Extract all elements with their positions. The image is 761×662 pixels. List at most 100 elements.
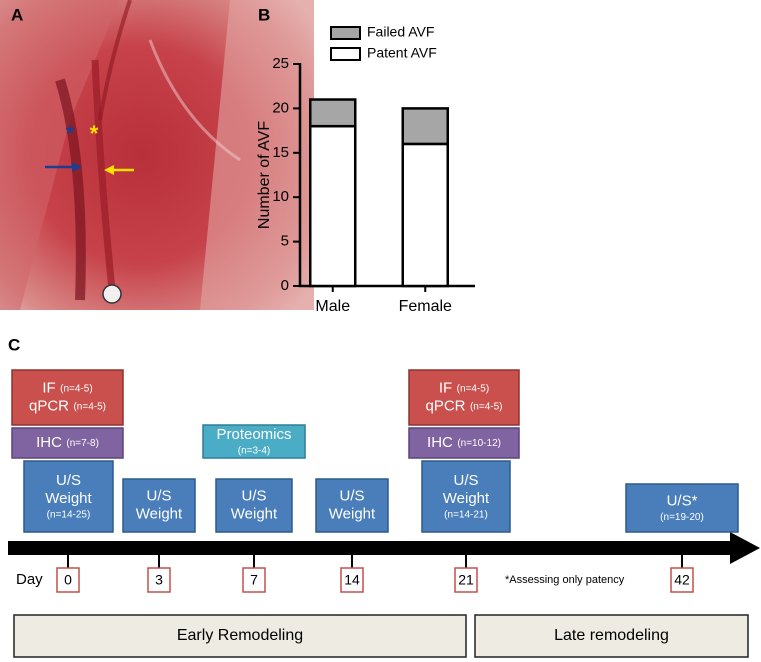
y-tick-label: 20 — [272, 99, 289, 116]
box-text: Proteomics — [216, 426, 291, 443]
asterisk: * — [66, 121, 75, 146]
box-line: Weight — [443, 490, 490, 507]
box-line: Weight — [231, 505, 278, 522]
box-line: (n=3-4) — [238, 445, 271, 456]
box-line: Weight — [329, 505, 376, 522]
box-line: U/S — [146, 487, 171, 504]
panel-label: A — [11, 5, 23, 24]
box-text: qPCR — [426, 397, 466, 414]
imaging-box — [315, 478, 389, 533]
day-number: 14 — [344, 572, 360, 588]
day-box — [670, 567, 694, 593]
bar-segment — [309, 124, 357, 288]
ihc-box — [11, 427, 124, 459]
day-number: 0 — [64, 572, 72, 588]
box-line: (n=14-25) — [47, 509, 91, 520]
bar-segment — [401, 142, 449, 288]
box-line: U/S* — [667, 492, 698, 509]
box-text: Weight — [443, 490, 490, 507]
box-line: U/S — [56, 472, 81, 489]
legend-swatch — [330, 26, 361, 40]
legend-swatch — [330, 47, 361, 61]
box-line: IF (n=4-5) — [42, 379, 92, 396]
box-line: qPCR (n=4-5) — [426, 397, 503, 414]
panel-label: B — [258, 5, 270, 24]
y-tick-label: 15 — [272, 144, 289, 161]
box-line: U/S — [241, 487, 266, 504]
bar-segment — [309, 98, 357, 128]
box-text: U/S* — [667, 492, 698, 509]
box-text: Weight — [136, 505, 183, 522]
proteomics-box — [202, 424, 306, 459]
box-text: Weight — [45, 490, 92, 507]
sample-size: (n=4-5) — [73, 401, 106, 412]
day-number: 3 — [155, 572, 163, 588]
phase-label: Early Remodeling — [177, 627, 303, 644]
box-line: IHC (n=10-12) — [427, 434, 501, 451]
sample-size: (n=19-20) — [660, 512, 704, 523]
box-text: U/S — [339, 487, 364, 504]
box-line: qPCR (n=4-5) — [29, 397, 106, 414]
imaging-box — [215, 478, 293, 533]
box-text: U/S — [241, 487, 266, 504]
imaging-box — [23, 460, 114, 533]
box-text: IF — [439, 379, 452, 396]
box-text: U/S — [453, 472, 478, 489]
x-tick-label: Male — [315, 298, 350, 315]
y-tick-label: 10 — [272, 188, 289, 205]
sample-size: (n=3-4) — [238, 445, 271, 456]
box-line: IF (n=4-5) — [439, 379, 489, 396]
day-number: 42 — [674, 572, 690, 588]
x-tick-label: Female — [399, 298, 452, 315]
panel-label: C — [8, 335, 20, 354]
box-line: IHC (n=7-8) — [36, 434, 99, 451]
day-box — [56, 567, 80, 593]
box-text: IHC — [36, 434, 62, 451]
y-tick-label: 25 — [272, 55, 289, 72]
day-label: Day — [16, 571, 43, 588]
box-text: U/S — [146, 487, 171, 504]
day-box — [454, 567, 478, 593]
imaging-box — [421, 460, 511, 533]
y-tick-label: 5 — [281, 233, 289, 250]
box-line: Weight — [136, 505, 183, 522]
box-text: U/S — [56, 472, 81, 489]
box-line: Weight — [45, 490, 92, 507]
legend-label: Failed AVF — [367, 24, 434, 40]
day-number: 7 — [250, 572, 258, 588]
sample-size: (n=14-21) — [444, 509, 488, 520]
box-text: qPCR — [29, 397, 69, 414]
imaging-box — [122, 478, 196, 533]
box-text: Weight — [231, 505, 278, 522]
day-box — [242, 567, 266, 593]
bar-segment — [401, 107, 449, 146]
phase-box — [474, 614, 749, 658]
day-number: 21 — [458, 572, 474, 588]
box-text: IHC — [427, 434, 453, 451]
sample-size: (n=10-12) — [457, 438, 501, 449]
box-line: U/S — [453, 472, 478, 489]
sample-size: (n=4-5) — [470, 401, 503, 412]
assay-box — [11, 369, 124, 426]
box-text: IF — [42, 379, 55, 396]
box-line: Proteomics — [216, 426, 291, 443]
day-box — [147, 567, 171, 593]
sample-size: (n=14-25) — [47, 509, 91, 520]
sample-size: (n=7-8) — [66, 438, 99, 449]
ihc-box — [408, 427, 520, 459]
timeline-arrow — [8, 532, 760, 564]
box-text: Weight — [329, 505, 376, 522]
phase-label: Late remodeling — [554, 627, 669, 644]
asterisk: * — [90, 121, 99, 146]
day-box — [340, 567, 364, 593]
assay-box — [408, 369, 520, 426]
phase-box — [13, 614, 467, 658]
y-tick-label: 0 — [281, 277, 289, 294]
box-line: U/S — [339, 487, 364, 504]
photo: * * — [0, 0, 314, 310]
note: *Assessing only patency — [505, 574, 625, 586]
sample-size: (n=4-5) — [457, 383, 490, 394]
sample-size: (n=4-5) — [60, 383, 93, 394]
